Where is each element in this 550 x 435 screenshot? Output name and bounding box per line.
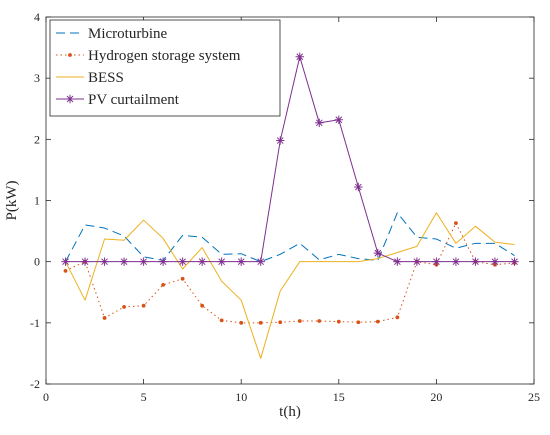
data-point-pv-curtailment <box>119 257 129 266</box>
legend-box <box>49 19 281 117</box>
data-point-hydrogen-storage-system <box>356 320 361 325</box>
data-point-pv-curtailment <box>451 257 461 266</box>
data-point-pv-curtailment <box>178 257 187 266</box>
data-point-pv-curtailment <box>197 257 207 266</box>
x-tick-label: 5 <box>141 390 147 404</box>
data-point-hydrogen-storage-system <box>336 319 341 324</box>
y-tick-label: 4 <box>34 10 40 24</box>
y-tick-label: 3 <box>34 71 40 85</box>
legend-marker <box>68 53 72 57</box>
data-point-hydrogen-storage-system <box>200 303 205 308</box>
data-point-pv-curtailment <box>100 257 109 266</box>
data-point-pv-curtailment <box>393 257 402 266</box>
data-point-pv-curtailment <box>139 257 148 266</box>
data-point-pv-curtailment <box>217 257 226 266</box>
x-tick-label: 10 <box>235 390 247 404</box>
legend-label: PV curtailment <box>88 92 180 108</box>
legend: Microturbine Hydrogen storage system BESS P… <box>49 19 281 117</box>
y-tick-label: 2 <box>34 132 40 146</box>
data-point-hydrogen-storage-system <box>375 319 380 324</box>
series-line-bess <box>65 212 515 359</box>
data-point-hydrogen-storage-system <box>141 303 146 308</box>
plot-area: 0 5 10 15 20 25 -2 -1 0 1 2 3 4 <box>30 10 540 404</box>
data-point-hydrogen-storage-system <box>239 320 244 325</box>
legend-label: Hydrogen storage system <box>88 48 241 64</box>
series-line-microturbine <box>65 212 515 263</box>
legend-marker <box>65 94 75 104</box>
data-point-pv-curtailment <box>471 257 480 266</box>
data-point-pv-curtailment <box>373 248 383 258</box>
data-point-hydrogen-storage-system <box>161 283 166 287</box>
x-tick-label: 25 <box>528 390 540 404</box>
series-hydrogen-storage-system <box>63 221 517 325</box>
data-point-hydrogen-storage-system <box>180 276 185 281</box>
data-point-pv-curtailment <box>61 257 70 266</box>
data-point-hydrogen-storage-system <box>122 305 126 309</box>
y-tick-label: -2 <box>30 377 40 391</box>
data-point-hydrogen-storage-system <box>395 315 400 320</box>
x-axis-label: t(h) <box>279 404 301 420</box>
data-point-pv-curtailment <box>432 257 441 266</box>
data-point-pv-curtailment <box>412 257 422 266</box>
data-point-hydrogen-storage-system <box>219 318 224 323</box>
y-tick-label: -1 <box>30 316 40 330</box>
data-point-pv-curtailment <box>256 257 265 266</box>
series-microturbine <box>65 212 515 263</box>
y-axis-label: P(kW) <box>4 181 20 221</box>
data-point-pv-curtailment <box>510 257 519 266</box>
data-point-hydrogen-storage-system <box>258 320 263 325</box>
x-tick-label: 0 <box>43 390 49 404</box>
data-point-pv-curtailment <box>315 118 324 128</box>
data-point-pv-curtailment <box>158 257 168 266</box>
data-point-pv-curtailment <box>490 257 500 266</box>
data-point-pv-curtailment <box>276 136 285 145</box>
legend-label: BESS <box>88 70 124 86</box>
data-point-hydrogen-storage-system <box>454 221 458 226</box>
data-point-pv-curtailment <box>237 257 246 266</box>
data-point-pv-curtailment <box>334 115 343 124</box>
data-point-pv-curtailment <box>80 257 90 266</box>
data-point-hydrogen-storage-system <box>278 320 283 325</box>
x-tick-label: 15 <box>333 390 345 404</box>
data-point-pv-curtailment <box>354 182 363 192</box>
series-bess <box>65 212 515 359</box>
data-point-hydrogen-storage-system <box>102 316 107 320</box>
y-tick-label: 1 <box>34 194 40 208</box>
data-point-hydrogen-storage-system <box>317 319 322 323</box>
legend-label: Microturbine <box>88 26 167 42</box>
data-point-pv-curtailment <box>295 52 304 61</box>
series-line-hydrogen-storage-system <box>65 222 515 324</box>
series-pv-curtailment <box>61 52 519 266</box>
data-point-hydrogen-storage-system <box>63 268 68 273</box>
y-tick-label: 0 <box>34 255 40 269</box>
x-tick-label: 20 <box>430 390 442 404</box>
data-point-hydrogen-storage-system <box>297 319 302 323</box>
